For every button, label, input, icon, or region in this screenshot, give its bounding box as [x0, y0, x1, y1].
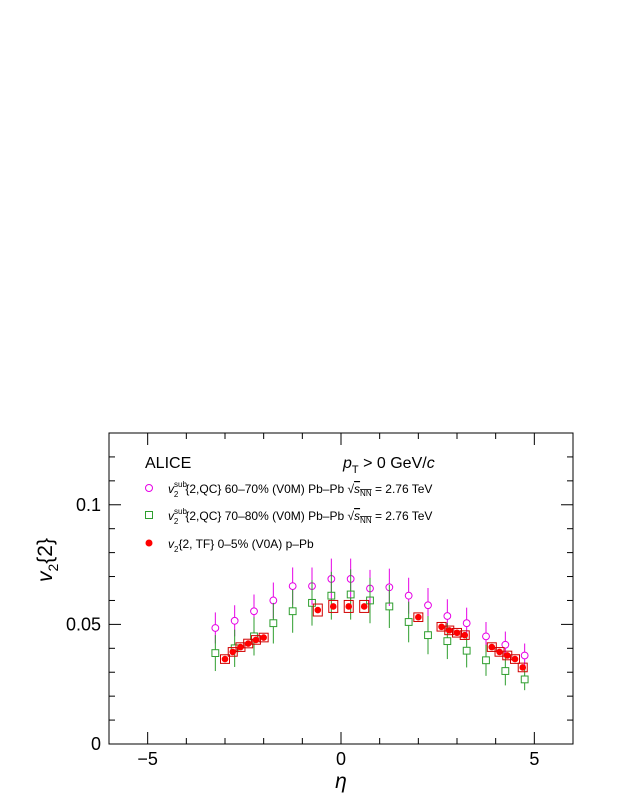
data-point: [520, 651, 529, 660]
series-pbpb7080: [211, 569, 529, 691]
systematic-box: [328, 599, 339, 613]
data-point: [211, 649, 220, 657]
systematic-box: [413, 612, 424, 623]
x-tick-label: −5: [137, 749, 158, 769]
data-point: [221, 655, 229, 663]
data-point: [482, 632, 490, 641]
data-point: [314, 606, 322, 614]
systematic-box: [502, 650, 513, 661]
data-point: [252, 636, 260, 644]
data-point: [520, 675, 529, 684]
data-point: [229, 648, 237, 656]
data-point: [244, 640, 252, 647]
data-point: [424, 601, 432, 610]
data-point: [345, 603, 353, 610]
data-point: [511, 655, 519, 663]
data-point: [482, 656, 490, 665]
data-point: [346, 590, 355, 599]
legend-marker-open-square: [145, 511, 153, 519]
data-point: [385, 602, 394, 611]
systematic-box: [517, 662, 528, 673]
data-point: [327, 591, 336, 600]
data-point: [462, 619, 471, 628]
legend-label: vsub 2 {2,QC} 70–80% (V0M) Pb–Pb √sNN = 2.…: [168, 507, 432, 526]
series-ppb: [220, 599, 528, 673]
data-point: [443, 612, 452, 620]
data-point: [501, 640, 510, 649]
data-point: [519, 664, 527, 671]
data-point: [462, 646, 471, 655]
data-point: [360, 603, 368, 610]
data-point: [230, 616, 239, 625]
data-series: [211, 558, 529, 691]
x-tick-label: 0: [336, 749, 346, 769]
experiment-label: ALICE: [145, 455, 191, 472]
systematic-box: [510, 654, 520, 664]
systematic-box: [494, 647, 505, 657]
legend-marker-filled-circle: [145, 539, 153, 547]
data-point: [503, 652, 511, 659]
data-point: [404, 618, 413, 626]
data-point: [260, 634, 267, 641]
legend-marker-open-circle: [145, 484, 153, 492]
systematic-box: [444, 625, 455, 636]
systematic-box: [235, 642, 246, 652]
y-axis-title: v2{2}: [34, 538, 61, 582]
data-point: [288, 607, 297, 616]
data-point: [269, 619, 278, 628]
data-point: [237, 643, 244, 651]
data-point: [461, 631, 469, 639]
x-axis-title: η: [335, 770, 347, 793]
legend: vsub 2 {2,QC} 60–70% (V0M) Pb–Pb √sNN = 2.…: [145, 480, 432, 554]
systematic-box: [312, 603, 323, 617]
data-point: [453, 629, 461, 637]
data-point: [438, 623, 445, 631]
systematic-box: [220, 654, 230, 664]
axis-tick-labels: −5 0 5 0 0.05 0.1: [66, 495, 539, 769]
legend-label: vsub 2 {2,QC} 60–70% (V0M) Pb–Pb √sNN = 2.…: [168, 480, 432, 499]
data-point: [488, 643, 496, 651]
y-tick-label: 0.05: [66, 614, 101, 634]
data-point: [211, 624, 220, 632]
systematic-box: [452, 627, 462, 638]
x-tick-label: 5: [529, 749, 539, 769]
data-point: [424, 631, 432, 640]
axis-ticks: [109, 433, 573, 744]
legend-label: v2{2, TF} 0–5% (V0A) p–Pb: [168, 537, 314, 554]
systematic-box: [250, 635, 261, 645]
data-point: [415, 613, 422, 621]
data-point: [496, 648, 503, 656]
systematic-box: [436, 621, 447, 632]
data-point: [501, 667, 510, 675]
data-point: [250, 607, 258, 616]
systematic-box: [459, 630, 470, 640]
data-point: [288, 582, 297, 591]
data-point: [308, 598, 316, 607]
systematic-box: [243, 638, 254, 649]
systematic-box: [343, 599, 354, 613]
data-point: [329, 603, 337, 610]
data-point: [445, 627, 453, 634]
y-tick-label: 0: [91, 734, 101, 754]
y-tick-label: 0.1: [76, 495, 101, 515]
systematic-box: [359, 599, 370, 613]
data-point: [404, 591, 413, 600]
data-point: [269, 596, 278, 605]
kinematic-condition: pT > 0 GeV/c: [342, 455, 435, 476]
data-point: [443, 637, 452, 646]
systematic-box: [258, 632, 269, 643]
